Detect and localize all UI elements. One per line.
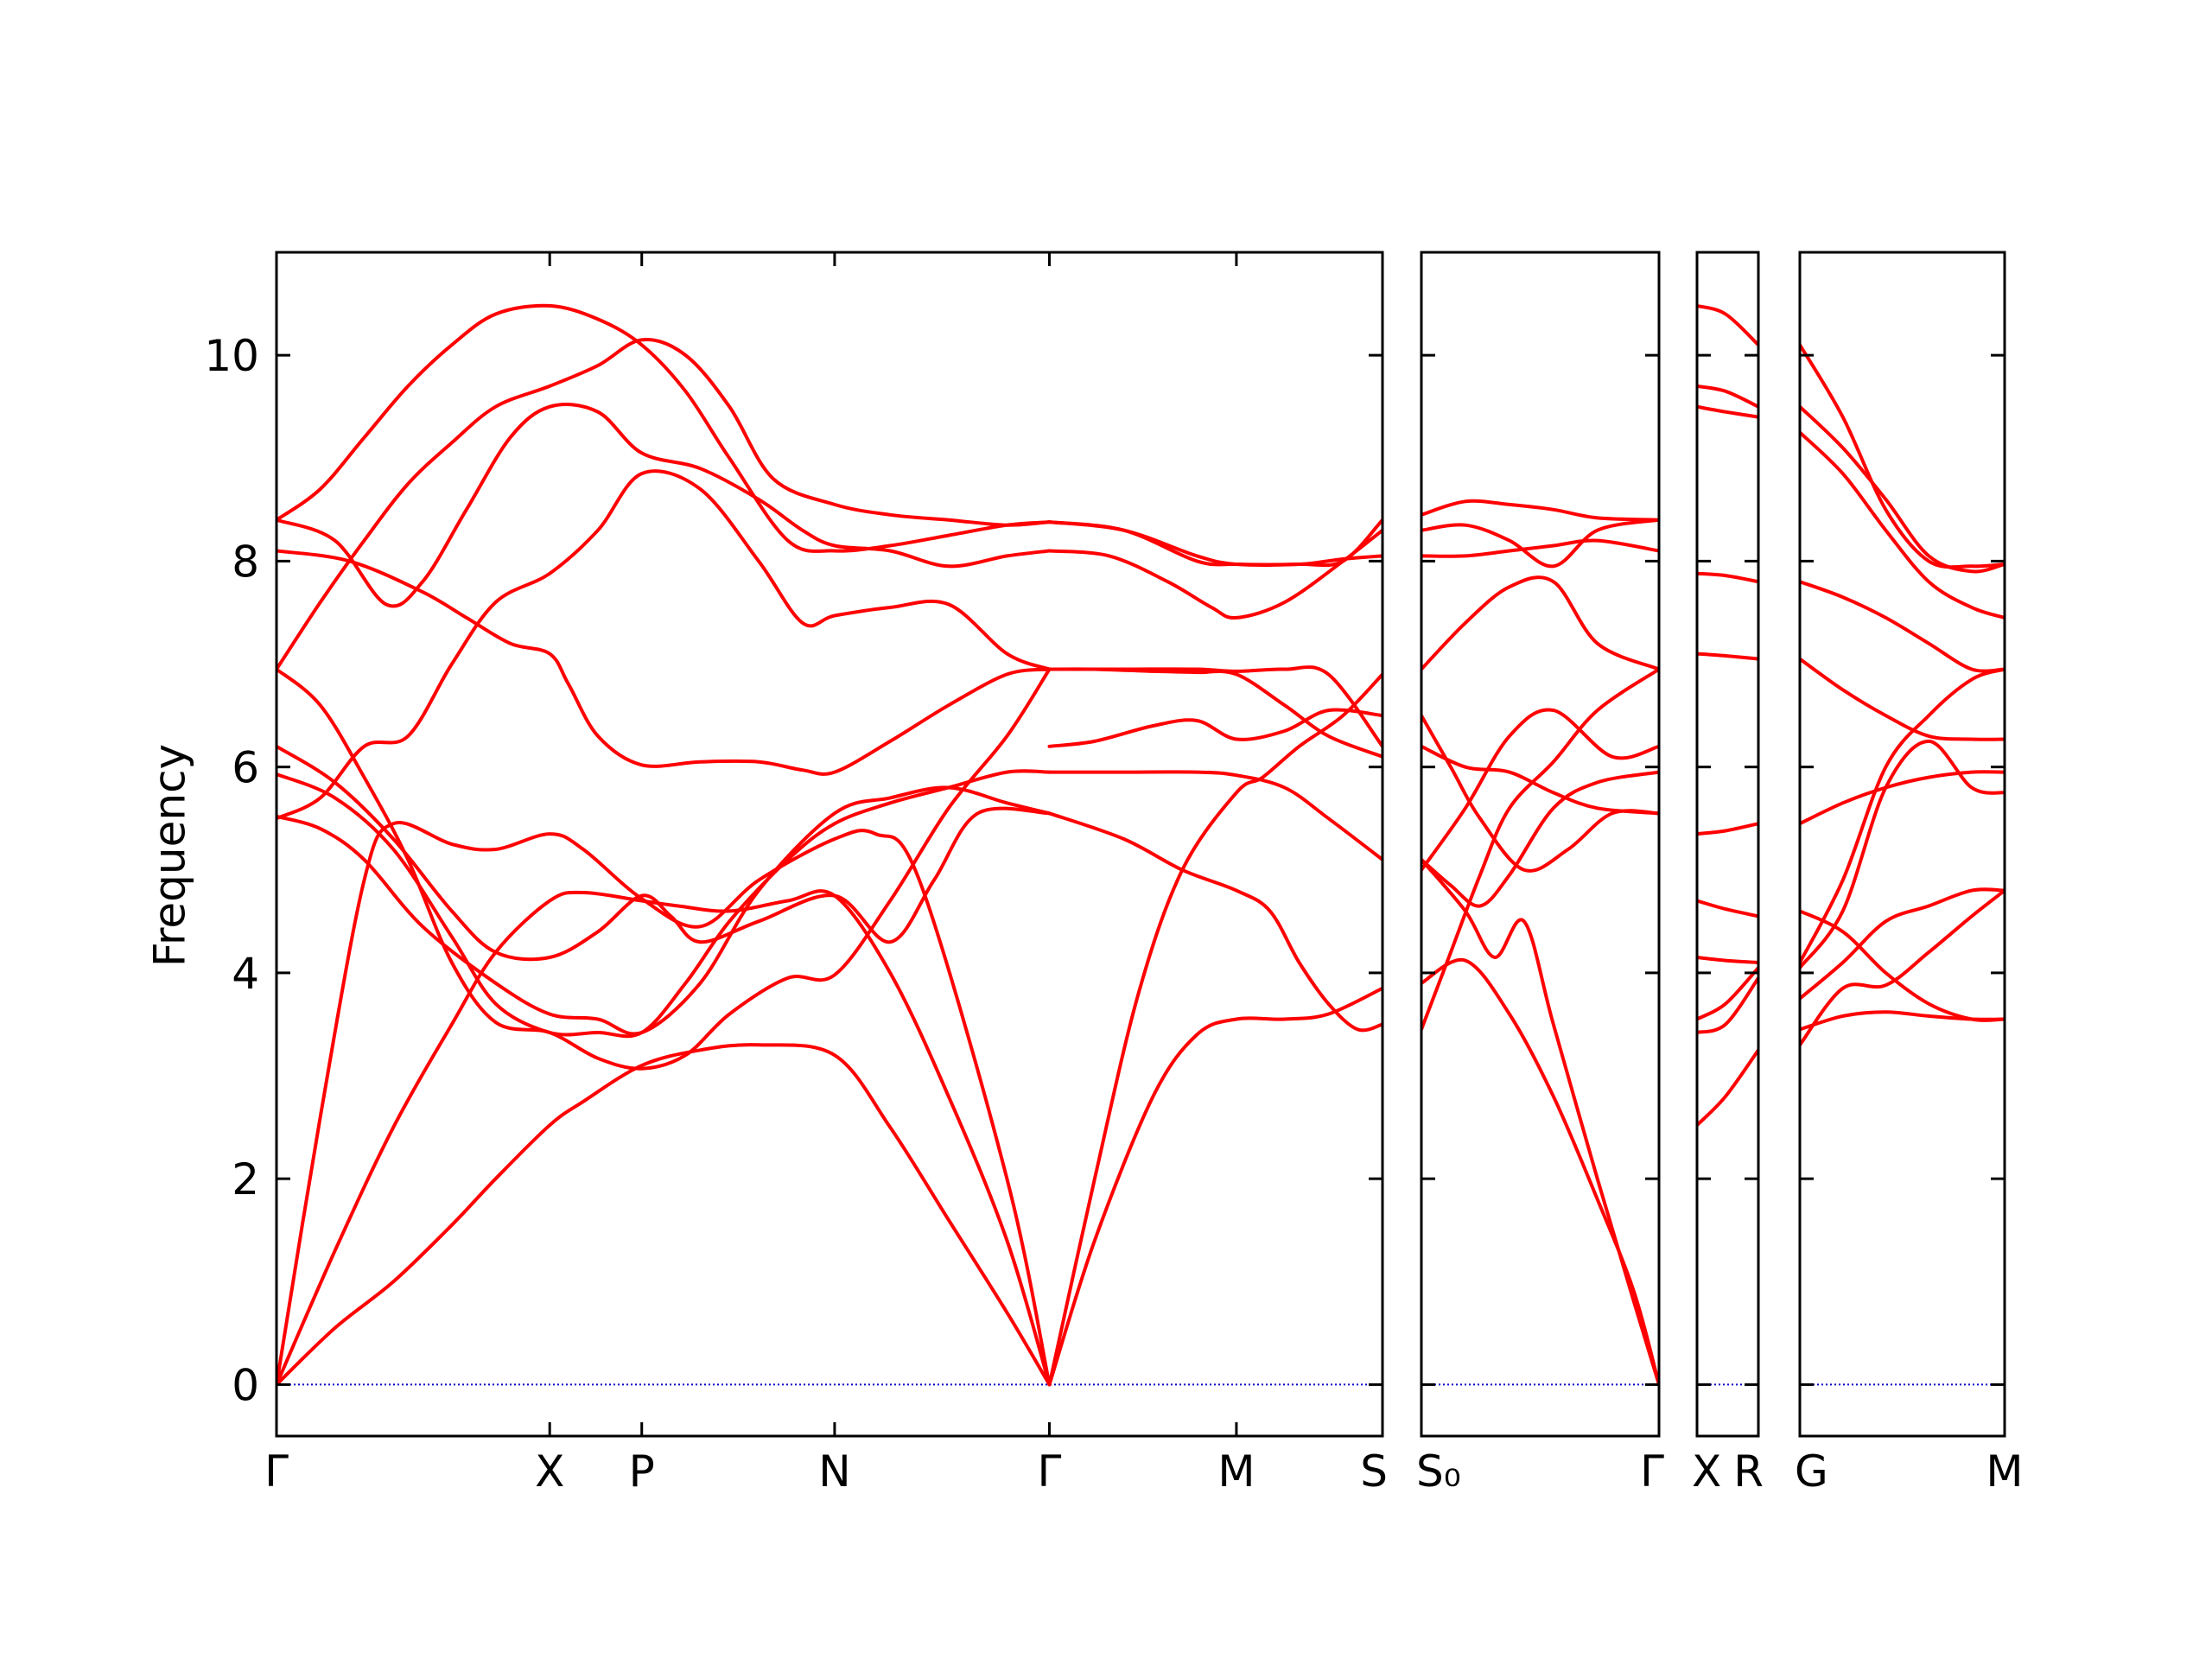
x-tick-label: X: [1692, 1446, 1721, 1497]
band-line-3: [1421, 667, 1659, 1032]
band-line-7: [1800, 770, 2005, 826]
band-line-5: [1421, 714, 1659, 873]
band-line-11: [1421, 499, 1659, 522]
band-line-11: [1800, 404, 2005, 574]
band-line-14: [1047, 672, 1382, 1387]
panel-2: S₀ Γ: [1416, 251, 1664, 1497]
band-group: [1800, 343, 2005, 1047]
band-line-9: [1421, 538, 1659, 558]
band-line-2: [1697, 976, 1758, 1034]
x-tick-label: X: [535, 1446, 564, 1497]
band-line-11: [1697, 303, 1758, 347]
band-line-18: [1047, 665, 1382, 748]
x-tick-label: S₀: [1416, 1446, 1461, 1497]
band-line-7: [276, 667, 1052, 1071]
band-line-9: [1697, 404, 1758, 419]
band-line-2: [276, 889, 1052, 1387]
x-tick-label: Γ: [264, 1446, 289, 1497]
band-line-13: [1047, 986, 1382, 1387]
band-line-6: [1800, 667, 2005, 964]
band-line-6: [276, 744, 1052, 962]
band-line-8: [276, 469, 1052, 821]
y-tick-label: 4: [232, 949, 259, 999]
y-tick-label: 10: [204, 331, 259, 381]
band-line-20: [1047, 528, 1382, 620]
band-line-1: [276, 1043, 1052, 1387]
band-line-4: [276, 785, 1052, 1036]
band-line-16: [1047, 770, 1382, 861]
band-line-11: [276, 337, 1052, 671]
x-tick-label: Γ: [1038, 1446, 1062, 1497]
band-line-2: [1800, 888, 2005, 1047]
panel-frame: [1798, 251, 2006, 1438]
band-line-10: [1697, 384, 1758, 409]
x-tick-label: N: [818, 1446, 850, 1497]
band-line-8: [1421, 575, 1659, 671]
band-line-10: [1800, 430, 2005, 620]
band-line-4: [1421, 770, 1659, 908]
x-tick-label: S: [1360, 1446, 1388, 1497]
y-tick-label: 0: [232, 1360, 259, 1410]
band-line-3: [1800, 887, 2005, 1001]
band-line-7: [1697, 652, 1758, 661]
band-line-9: [276, 549, 1052, 776]
x-tick-label: M: [1217, 1446, 1255, 1497]
band-line-1: [1697, 1048, 1758, 1128]
band-line-6: [1697, 822, 1758, 836]
x-tick-label: Γ: [1640, 1446, 1664, 1497]
x-tick-label: R: [1733, 1446, 1764, 1497]
panel-frame: [1420, 251, 1661, 1438]
x-tick-label: M: [1986, 1446, 2023, 1497]
band-line-10: [276, 403, 1052, 608]
y-tick-label: 6: [232, 743, 259, 793]
y-axis-label: Frequency: [145, 744, 195, 967]
band-line-12: [1800, 343, 2005, 569]
band-line-8: [1697, 571, 1758, 584]
y-tick-label: 8: [232, 537, 259, 587]
band-line-15: [1047, 811, 1382, 1033]
band-line-17: [1047, 708, 1382, 748]
x-tick-label: P: [629, 1446, 655, 1497]
band-line-2: [1421, 857, 1659, 1387]
x-tick-label: G: [1795, 1446, 1828, 1497]
band-line-6: [1421, 744, 1659, 816]
band-group: [1421, 499, 1659, 1387]
y-tick-label: 2: [232, 1154, 259, 1205]
panel-frame: [275, 251, 1384, 1438]
band-line-12: [276, 303, 1052, 553]
band-line-4: [1800, 909, 2005, 1022]
band-line-7: [1421, 708, 1659, 872]
band-line-4: [1697, 956, 1758, 964]
band-line-10: [1421, 518, 1659, 569]
band-line-19: [1047, 667, 1382, 759]
band-group: [1697, 303, 1758, 1128]
band-line-8: [1800, 657, 2005, 741]
panel-1: Γ X P N Γ M S 0 2 4 6 8 10: [204, 251, 1388, 1497]
band-line-22: [1047, 520, 1382, 567]
band-line-5: [1697, 899, 1758, 918]
band-line-1: [1421, 957, 1659, 1387]
band-group: [276, 303, 1382, 1387]
band-line-3: [276, 821, 1052, 1387]
band-line-3: [1697, 966, 1758, 1021]
band-line-5: [1800, 739, 2005, 969]
panel-frame: [1695, 251, 1760, 1438]
band-line-9: [1800, 580, 2005, 673]
